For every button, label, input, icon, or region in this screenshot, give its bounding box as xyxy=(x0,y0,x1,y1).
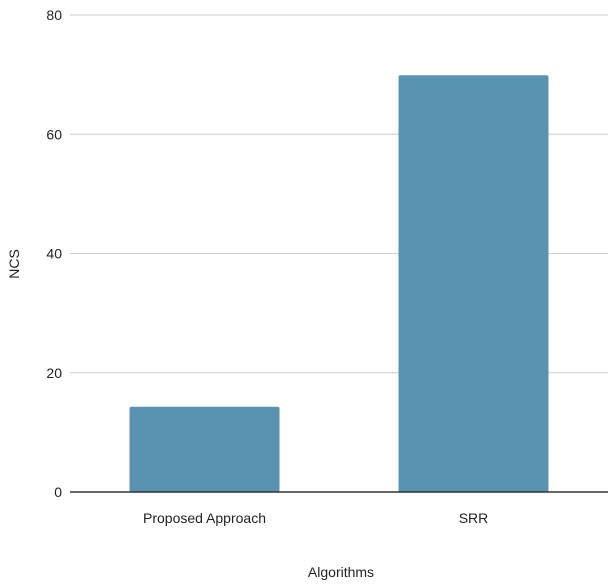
bar-proposed-approach xyxy=(129,406,280,492)
y-tick-label: 60 xyxy=(46,126,62,142)
bar-srr xyxy=(398,75,549,492)
y-tick-label: 40 xyxy=(46,246,62,262)
x-axis-title: Algorithms xyxy=(308,564,374,580)
y-tick-labels: 0 20 40 60 80 xyxy=(46,7,62,500)
bars xyxy=(129,75,549,492)
y-tick-label: 0 xyxy=(54,484,62,500)
x-tick-label: SRR xyxy=(459,510,489,526)
x-tick-label: Proposed Approach xyxy=(143,510,266,526)
y-tick-label: 80 xyxy=(46,7,62,23)
y-tick-label: 20 xyxy=(46,365,62,381)
x-tick-labels: Proposed Approach SRR xyxy=(143,510,488,526)
y-axis-title: NCS xyxy=(6,249,22,279)
